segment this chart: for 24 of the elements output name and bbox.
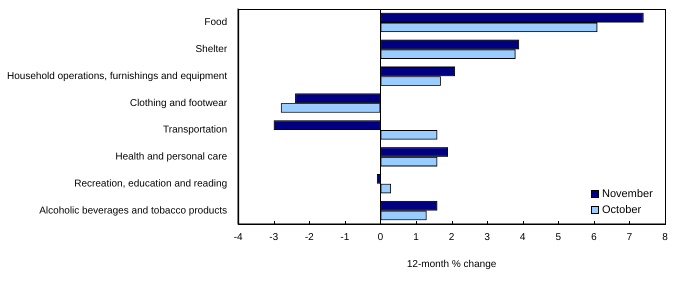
x-tick-label: 3 xyxy=(484,232,490,243)
y-tick-label: Clothing and footwear xyxy=(130,98,228,109)
y-tick-label: Shelter xyxy=(195,44,228,56)
x-tick-label: 1 xyxy=(413,232,420,243)
x-tick-label: -4 xyxy=(234,232,244,243)
x-tick-label: 2 xyxy=(448,232,455,243)
x-tick-label: 4 xyxy=(520,232,526,243)
y-tick-label: Household operations, furnishings and equipment xyxy=(6,70,228,82)
y-tick-label: Food xyxy=(204,17,228,28)
y-tick-label: Alcoholic beverages and tobacco products xyxy=(39,205,228,216)
x-tick-label: 8 xyxy=(662,232,668,243)
y-tick-label: Transportation xyxy=(163,124,228,136)
legend-label: October xyxy=(602,204,642,216)
legend-label: November xyxy=(602,188,654,200)
x-tick-label: 0 xyxy=(378,232,384,243)
y-tick-label: Health and personal care xyxy=(115,152,228,163)
x-tick-label: 6 xyxy=(591,232,598,243)
x-axis-title: 12-month % change xyxy=(406,258,497,270)
x-tick-label: -1 xyxy=(340,232,350,243)
y-tick-label: Recreation, education and reading xyxy=(74,178,228,190)
x-tick-label: -2 xyxy=(304,232,314,243)
x-tick-label: -3 xyxy=(269,232,279,243)
x-tick-label: 7 xyxy=(626,232,633,243)
x-tick-label: 5 xyxy=(556,232,562,243)
